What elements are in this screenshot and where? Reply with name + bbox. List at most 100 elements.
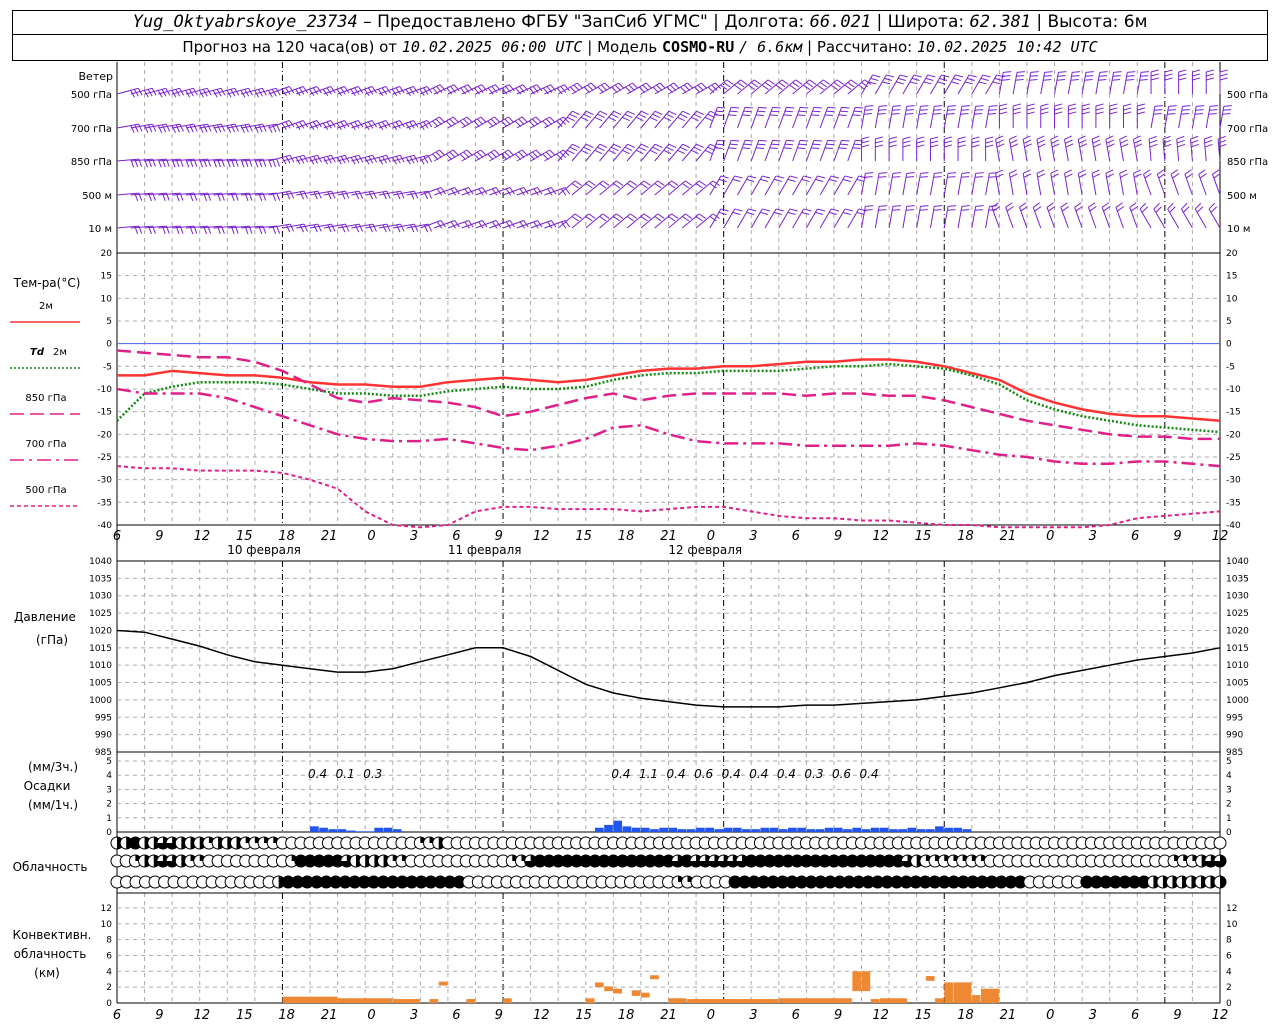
precip-bar	[622, 826, 632, 832]
wind-barb-flag	[691, 116, 699, 122]
wind-barb-flag	[276, 192, 280, 201]
cloud-fill	[434, 876, 447, 888]
wind-barb	[489, 116, 515, 129]
header-separator: |	[587, 38, 593, 56]
pressure-tick-right: 995	[1226, 713, 1243, 723]
wind-barb-flag	[322, 88, 329, 97]
wind-barb-flag	[841, 139, 850, 142]
wind-barb-flag	[995, 135, 1004, 140]
conv-bar	[879, 998, 907, 1003]
wind-barb	[750, 79, 775, 95]
wind-barb-shaft	[778, 107, 787, 129]
wind-barb	[943, 172, 957, 196]
wind-barb-flag	[944, 140, 953, 144]
hour-label-bottom: 21	[660, 1008, 677, 1023]
wind-barb	[365, 190, 391, 200]
wind-barb-flag	[602, 180, 610, 186]
wind-barb	[888, 136, 897, 161]
wind-barb	[268, 154, 295, 165]
conv-tick-right: 10	[1226, 920, 1238, 930]
wind-barb-flag	[748, 175, 757, 179]
wind-barb-flag	[547, 221, 553, 229]
wind-barb-flag	[1206, 77, 1215, 81]
conv-tick-left: 6	[106, 951, 112, 961]
wind-barb-flag	[1222, 113, 1231, 115]
wind-barb-shaft	[723, 140, 732, 162]
cloud-symbol	[1108, 875, 1122, 889]
wind-barb-flag	[696, 110, 704, 115]
pressure-tick-right: 1010	[1226, 661, 1249, 671]
wind-barb	[1067, 103, 1077, 128]
wind-barb-flag	[916, 136, 925, 140]
temp-series-line	[116, 465, 1221, 529]
wind-barb-flag	[515, 87, 522, 95]
precip-bar	[769, 827, 779, 832]
wind-barb	[1050, 135, 1060, 162]
wind-barb	[971, 74, 991, 95]
wind-barb	[888, 205, 901, 229]
wind-barb-shaft	[874, 74, 887, 95]
conv-tick-left: 2	[106, 983, 112, 993]
wind-barb-flag	[550, 187, 557, 195]
hour-label-bottom: 6	[1131, 1008, 1139, 1023]
wind-barb-flag	[865, 172, 874, 174]
wind-barb-flag	[599, 216, 607, 222]
hour-label-bottom: 9	[1173, 1008, 1181, 1023]
wind-barb	[1091, 135, 1101, 162]
wind-barb	[792, 208, 812, 229]
wind-barb	[1109, 71, 1122, 95]
wind-barb-flag	[1084, 79, 1093, 81]
cloud-symbol	[744, 854, 758, 868]
wind-barb	[1040, 103, 1049, 128]
wind-barb-flag	[1038, 143, 1046, 148]
hour-label-bottom: 9	[495, 1008, 503, 1023]
wind-barb-flag	[888, 136, 897, 140]
wind-barb-flag	[1095, 103, 1104, 107]
wind-barb-flag	[1037, 173, 1046, 178]
wind-barb-shaft	[930, 74, 942, 95]
latitude-label: Широта:	[887, 12, 965, 32]
precip-tick-left: 4	[106, 771, 112, 781]
wind-barb	[764, 175, 784, 196]
wind-barb-shaft	[654, 143, 670, 162]
wind-barb-flag	[330, 86, 336, 94]
cloud-symbol	[799, 854, 813, 868]
wind-barb-flag	[652, 146, 660, 152]
temp-tick-left: -15	[97, 408, 112, 418]
wind-barb-flag	[853, 143, 862, 146]
wind-barb	[158, 123, 184, 134]
wind-barb-flag	[643, 213, 651, 219]
wind-barb-flag	[302, 86, 309, 94]
wind-barb-flag	[784, 143, 793, 146]
cloud-fill	[313, 855, 326, 867]
wind-barb-flag	[331, 190, 336, 199]
wind-barb-flag	[704, 149, 713, 155]
precip-tick-left: 1	[106, 814, 112, 824]
wind-barb-flag	[322, 122, 329, 131]
wind-barb-flag	[410, 224, 415, 233]
wind-barb	[323, 86, 350, 97]
wind-barb	[378, 120, 405, 131]
cloud-symbol	[855, 854, 869, 868]
wind-barb	[874, 136, 884, 161]
wind-barb-flag	[1219, 73, 1228, 77]
wind-barb-flag	[610, 113, 619, 119]
cloud-symbol	[880, 875, 894, 889]
wind-barb	[668, 110, 691, 129]
wind-barb-flag	[313, 224, 318, 233]
wind-barb-flag	[317, 190, 322, 199]
wind-barb-flag	[327, 224, 332, 233]
wind-barb-flag	[909, 81, 918, 85]
wind-barb-flag	[855, 106, 864, 109]
pressure-tick-right: 990	[1226, 731, 1243, 741]
wind-barb-flag	[1162, 135, 1171, 140]
wind-barb	[695, 180, 720, 196]
wind-barb	[1132, 169, 1142, 196]
wind-barb-flag	[902, 136, 911, 140]
wind-barb-shaft	[888, 173, 894, 196]
wind-barb-flag	[1209, 105, 1219, 107]
wind-barb	[585, 213, 610, 229]
wind-barb	[1091, 169, 1101, 196]
wind-barb-flag	[1075, 206, 1083, 212]
wind-barb-flag	[1079, 143, 1088, 148]
